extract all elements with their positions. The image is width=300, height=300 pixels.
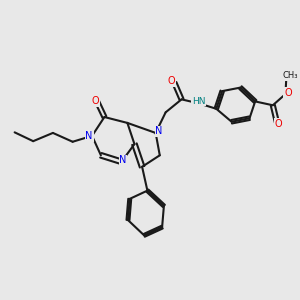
Text: O: O xyxy=(92,96,99,106)
Text: N: N xyxy=(85,131,93,141)
Text: O: O xyxy=(284,88,292,98)
Text: N: N xyxy=(155,127,163,136)
Text: N: N xyxy=(119,155,127,165)
Text: CH₃: CH₃ xyxy=(283,71,298,80)
Text: O: O xyxy=(274,119,282,129)
Text: HN: HN xyxy=(192,97,206,106)
Text: O: O xyxy=(168,76,176,86)
